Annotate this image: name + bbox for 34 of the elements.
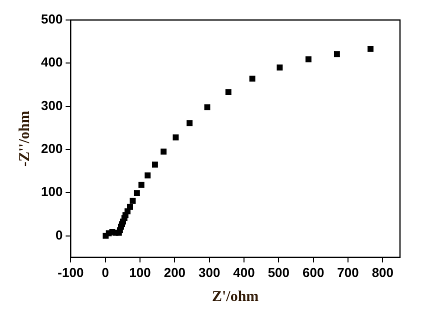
y-tick-label: 100 (40, 184, 63, 200)
x-tick-label: 100 (129, 264, 151, 280)
point (204, 104, 210, 110)
x-tick-label: 500 (268, 264, 290, 280)
x-axis-title: Z'/ohm (212, 288, 260, 305)
x-tick-label: 700 (337, 264, 359, 280)
x-tick-label: 200 (164, 264, 186, 280)
point (334, 51, 340, 58)
point (186, 120, 193, 126)
y-tick-label: 300 (40, 98, 63, 113)
point (134, 190, 140, 196)
x-tick-label: 300 (198, 264, 220, 280)
point (138, 182, 144, 188)
x-tick-label: -100 (58, 264, 84, 280)
y-tick-label: 400 (40, 54, 63, 70)
point (126, 204, 133, 210)
point (152, 162, 158, 168)
point (130, 198, 136, 204)
x-tick-label: 800 (372, 264, 394, 280)
point (249, 76, 256, 82)
x-tick-label: 0 (102, 264, 109, 280)
y-tick-label: 500 (40, 12, 63, 27)
point (172, 134, 179, 140)
point (225, 89, 232, 96)
point (368, 46, 374, 52)
x-tick-label: 600 (302, 264, 324, 280)
point (276, 64, 283, 70)
y-axis-title: -Z''/ohm (16, 110, 33, 167)
y-tick-label: 200 (40, 141, 63, 156)
y-tick-label: 0 (55, 227, 63, 242)
point (144, 172, 151, 178)
point (160, 148, 167, 155)
x-tick-label: 400 (233, 264, 255, 280)
point (306, 56, 312, 62)
